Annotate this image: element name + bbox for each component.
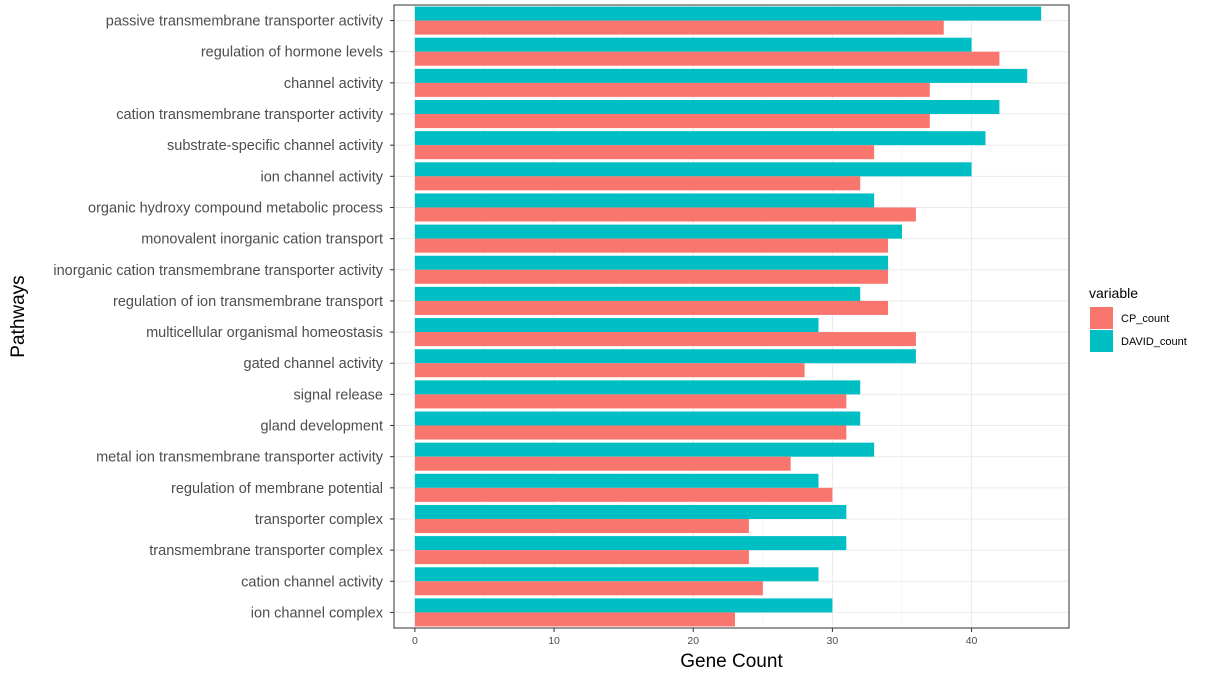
legend-label: CP_count	[1121, 313, 1169, 325]
bar-DAVID_count	[414, 318, 819, 333]
y-tick-label: regulation of hormone levels	[201, 45, 383, 61]
bar-CP_count	[414, 207, 916, 222]
bar-CP_count	[414, 394, 847, 409]
bar-CP_count	[414, 82, 930, 97]
bar-CP_count	[414, 425, 847, 440]
y-tick-label: substrate-specific channel activity	[167, 138, 384, 154]
y-tick-label: gland development	[260, 419, 383, 435]
y-tick-label: gated channel activity	[244, 356, 384, 372]
y-tick-label: organic hydroxy compound metabolic proce…	[88, 200, 383, 216]
y-tick-label: inorganic cation transmembrane transport…	[53, 263, 383, 279]
bar-DAVID_count	[414, 162, 972, 177]
bar-DAVID_count	[414, 473, 819, 488]
bar-DAVID_count	[414, 567, 819, 582]
x-axis-title: Gene Count	[680, 651, 783, 672]
bar-CP_count	[414, 363, 805, 378]
y-axis-labels: passive transmembrane transporter activi…	[53, 14, 394, 621]
y-tick-label: metal ion transmembrane transporter acti…	[96, 450, 384, 466]
bar-CP_count	[414, 51, 1000, 66]
bar-CP_count	[414, 518, 749, 533]
bar-CP_count	[414, 269, 889, 284]
y-tick-label: transporter complex	[255, 512, 384, 528]
bar-DAVID_count	[414, 442, 875, 457]
grid	[394, 5, 1069, 628]
y-tick-label: channel activity	[284, 76, 384, 92]
bar-CP_count	[414, 612, 735, 627]
bar-CP_count	[414, 581, 763, 596]
y-tick-label: ion channel activity	[260, 169, 383, 185]
bar-CP_count	[414, 238, 889, 253]
bar-DAVID_count	[414, 536, 847, 551]
x-tick-label: 30	[827, 635, 839, 647]
y-tick-label: multicellular organismal homeostasis	[146, 325, 383, 341]
y-tick-label: signal release	[294, 387, 383, 403]
bar-DAVID_count	[414, 380, 861, 395]
bar-CP_count	[414, 300, 889, 315]
bar-DAVID_count	[414, 68, 1028, 83]
y-tick-label: monovalent inorganic cation transport	[141, 232, 383, 248]
y-tick-label: transmembrane transporter complex	[149, 543, 383, 559]
bar-DAVID_count	[414, 193, 875, 208]
y-tick-label: regulation of ion transmembrane transpor…	[113, 294, 383, 310]
bar-CP_count	[414, 550, 749, 565]
bar-CP_count	[414, 20, 944, 35]
bar-CP_count	[414, 145, 875, 160]
y-tick-label: cation channel activity	[241, 574, 384, 590]
y-tick-label: regulation of membrane potential	[171, 481, 383, 497]
bar-DAVID_count	[414, 349, 916, 364]
legend-label: DAVID_count	[1121, 336, 1187, 348]
bar-DAVID_count	[414, 411, 861, 426]
y-tick-label: ion channel complex	[251, 605, 384, 621]
legend: variable CP_count DAVID_count	[1089, 285, 1187, 352]
bar-CP_count	[414, 487, 833, 502]
bars	[414, 6, 1042, 627]
y-tick-label: cation transmembrane transporter activit…	[116, 107, 383, 123]
bar-DAVID_count	[414, 286, 861, 301]
x-tick-label: 10	[548, 635, 560, 647]
y-axis-title: Pathways	[8, 275, 29, 357]
bar-DAVID_count	[414, 37, 972, 52]
x-tick-label: 20	[687, 635, 699, 647]
x-tick-label: 40	[966, 635, 978, 647]
bar-CP_count	[414, 456, 791, 471]
bar-DAVID_count	[414, 6, 1042, 21]
bar-CP_count	[414, 114, 930, 129]
legend-key-CP_count	[1090, 307, 1113, 329]
bar-DAVID_count	[414, 100, 1000, 115]
bar-DAVID_count	[414, 598, 833, 613]
panel-border	[393, 4, 1070, 629]
legend-title: variable	[1089, 285, 1138, 301]
y-tick-label: passive transmembrane transporter activi…	[106, 14, 384, 30]
legend-key-DAVID_count	[1090, 330, 1113, 352]
bar-DAVID_count	[414, 504, 847, 519]
x-tick-label: 0	[412, 635, 418, 647]
bar-DAVID_count	[414, 255, 889, 270]
bar-CP_count	[414, 332, 916, 347]
bar-DAVID_count	[414, 224, 902, 239]
bar-CP_count	[414, 176, 861, 191]
x-axis-ticks: 0 10 20 30 40	[412, 628, 978, 647]
bar-DAVID_count	[414, 131, 986, 146]
